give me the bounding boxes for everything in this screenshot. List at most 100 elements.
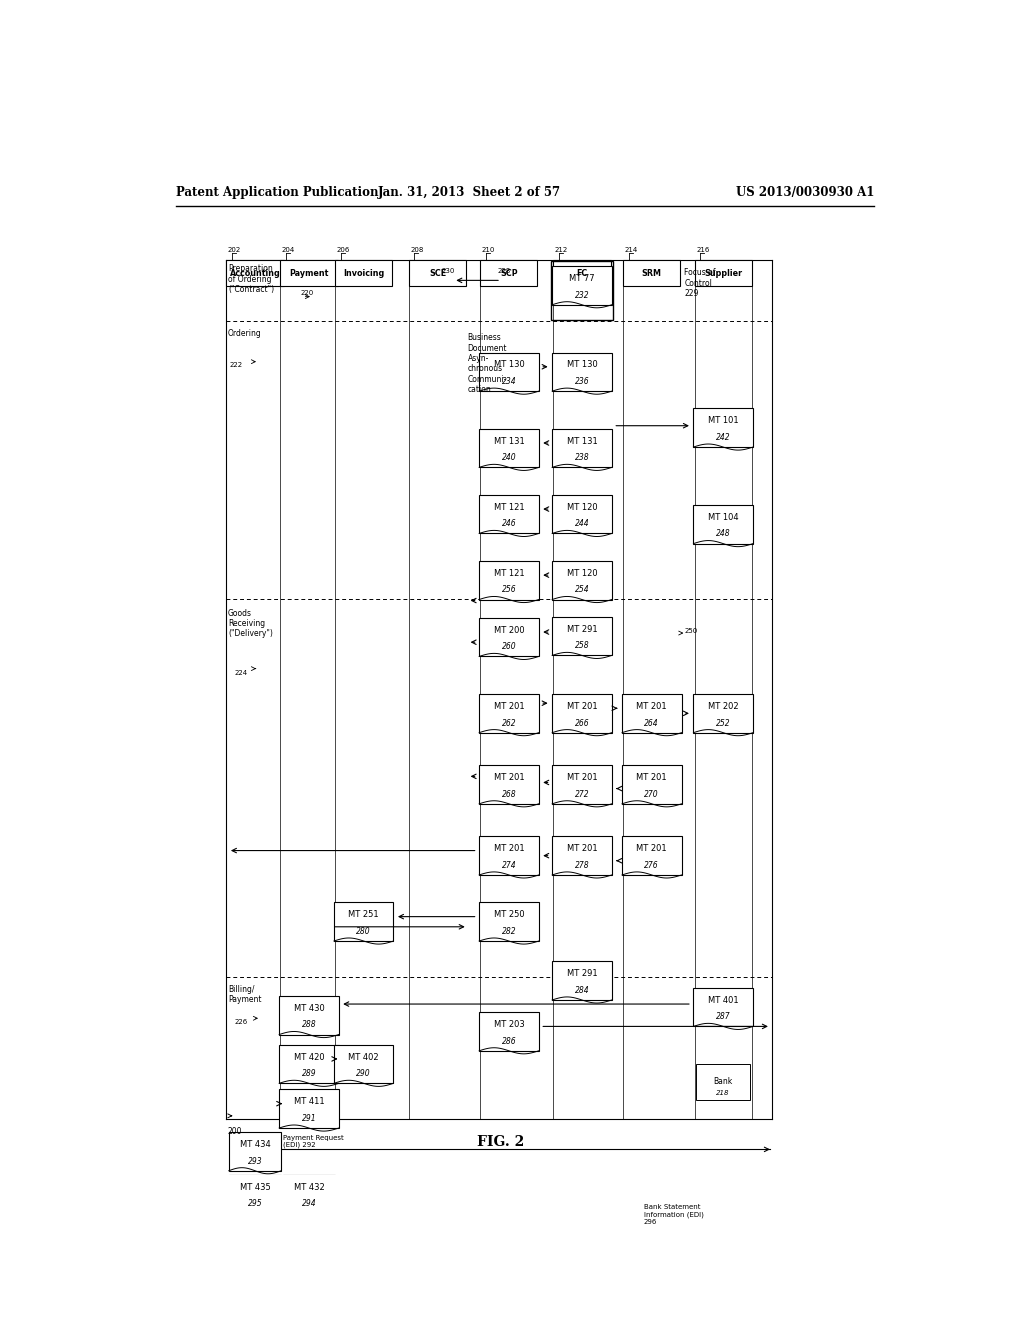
Text: 286: 286 [502,1036,516,1045]
Text: 290: 290 [356,1069,371,1078]
Text: MT 201: MT 201 [494,774,524,781]
FancyBboxPatch shape [693,506,753,544]
Text: MT 402: MT 402 [348,1052,379,1061]
Text: MT 121: MT 121 [494,569,524,578]
FancyBboxPatch shape [280,995,339,1035]
Text: Preparation
of Ordering
("Contract"): Preparation of Ordering ("Contract") [228,264,274,294]
FancyBboxPatch shape [479,903,539,941]
Text: 294: 294 [302,1200,316,1208]
Text: 264: 264 [644,718,659,727]
Text: SRM: SRM [642,269,662,277]
FancyBboxPatch shape [280,1044,339,1084]
FancyBboxPatch shape [334,903,393,941]
Text: MT 201: MT 201 [637,702,667,711]
Text: Business
Document
Asyn-
chronous
Communi-
cation: Business Document Asyn- chronous Communi… [468,333,507,395]
Text: FIG. 2: FIG. 2 [477,1135,524,1150]
Text: 236: 236 [574,378,589,385]
Text: SCP: SCP [500,269,518,277]
Text: MT 201: MT 201 [566,774,597,781]
Text: 218: 218 [717,1090,730,1097]
Text: MT 291: MT 291 [566,969,597,978]
Text: MT 401: MT 401 [708,995,738,1005]
Text: 287: 287 [716,1012,730,1022]
FancyBboxPatch shape [552,766,611,804]
FancyBboxPatch shape [552,561,611,599]
Text: 278: 278 [574,861,589,870]
Text: 262: 262 [502,718,516,727]
Text: 252: 252 [716,718,730,727]
Text: 220: 220 [301,289,314,296]
FancyBboxPatch shape [479,352,539,391]
Text: Invoicing: Invoicing [343,269,384,277]
Text: MT 131: MT 131 [494,437,524,446]
FancyBboxPatch shape [479,766,539,804]
Text: 246: 246 [502,519,516,528]
FancyBboxPatch shape [552,837,611,875]
Text: 238: 238 [574,453,589,462]
Text: 208: 208 [411,247,424,253]
Text: 260: 260 [502,643,516,651]
Text: 282: 282 [502,927,516,936]
FancyBboxPatch shape [409,260,466,286]
Text: 254: 254 [574,585,589,594]
Text: MT 77: MT 77 [569,275,595,282]
Text: MT 201: MT 201 [566,702,597,711]
Text: 214: 214 [625,247,638,253]
FancyBboxPatch shape [335,260,392,286]
Text: MT 430: MT 430 [294,1003,325,1012]
Text: FC: FC [577,269,588,277]
Text: 204: 204 [282,247,295,253]
Text: Goods
Receiving
("Delivery"): Goods Receiving ("Delivery") [228,609,272,639]
Text: MT 432: MT 432 [294,1183,325,1192]
FancyBboxPatch shape [228,1175,282,1213]
Text: 274: 274 [502,861,516,870]
FancyBboxPatch shape [552,495,611,533]
Text: MT 201: MT 201 [494,845,524,853]
FancyBboxPatch shape [226,260,284,286]
Text: Supplier: Supplier [705,269,742,277]
Text: 244: 244 [574,519,589,528]
FancyBboxPatch shape [479,618,539,656]
Text: MT 200: MT 200 [494,626,524,635]
Text: Accounting: Accounting [229,269,281,277]
FancyBboxPatch shape [552,694,611,733]
FancyBboxPatch shape [479,561,539,599]
Text: MT 251: MT 251 [348,911,379,919]
Text: 266: 266 [574,718,589,727]
Text: MT 120: MT 120 [566,503,597,512]
Text: MT 420: MT 420 [294,1052,325,1061]
Text: 230: 230 [441,268,455,275]
FancyBboxPatch shape [334,1044,393,1084]
Text: MT 101: MT 101 [708,416,738,425]
Text: MT 203: MT 203 [494,1020,524,1030]
Text: Focus of
Control
229: Focus of Control 229 [684,268,716,298]
Text: 284: 284 [574,986,589,995]
Text: MT 120: MT 120 [566,569,597,578]
Text: 248: 248 [716,529,730,539]
Text: MT 435: MT 435 [240,1183,270,1192]
Text: 228: 228 [497,268,510,275]
Text: Payment Request
(EDI) 292: Payment Request (EDI) 292 [284,1134,344,1148]
Text: MT 201: MT 201 [637,845,667,853]
Text: 289: 289 [302,1069,316,1078]
FancyBboxPatch shape [479,694,539,733]
Text: MT 131: MT 131 [566,437,597,446]
FancyBboxPatch shape [552,429,611,467]
Text: 256: 256 [502,585,516,594]
FancyBboxPatch shape [280,1089,339,1129]
Text: 226: 226 [234,1019,248,1026]
Text: MT 130: MT 130 [566,360,597,370]
Text: MT 201: MT 201 [566,845,597,853]
FancyBboxPatch shape [479,837,539,875]
Text: Jan. 31, 2013  Sheet 2 of 57: Jan. 31, 2013 Sheet 2 of 57 [378,186,561,199]
Text: MT 411: MT 411 [294,1097,325,1106]
Text: Billing/
Payment: Billing/ Payment [228,985,261,1005]
FancyBboxPatch shape [479,429,539,467]
Text: 202: 202 [228,247,242,253]
Text: Bank: Bank [714,1077,733,1086]
Text: Patent Application Publication: Patent Application Publication [176,186,378,199]
Text: Bank Statement
Information (EDI)
296: Bank Statement Information (EDI) 296 [644,1204,703,1225]
FancyBboxPatch shape [283,1175,335,1213]
Text: MT 104: MT 104 [708,513,738,521]
FancyBboxPatch shape [552,352,611,391]
